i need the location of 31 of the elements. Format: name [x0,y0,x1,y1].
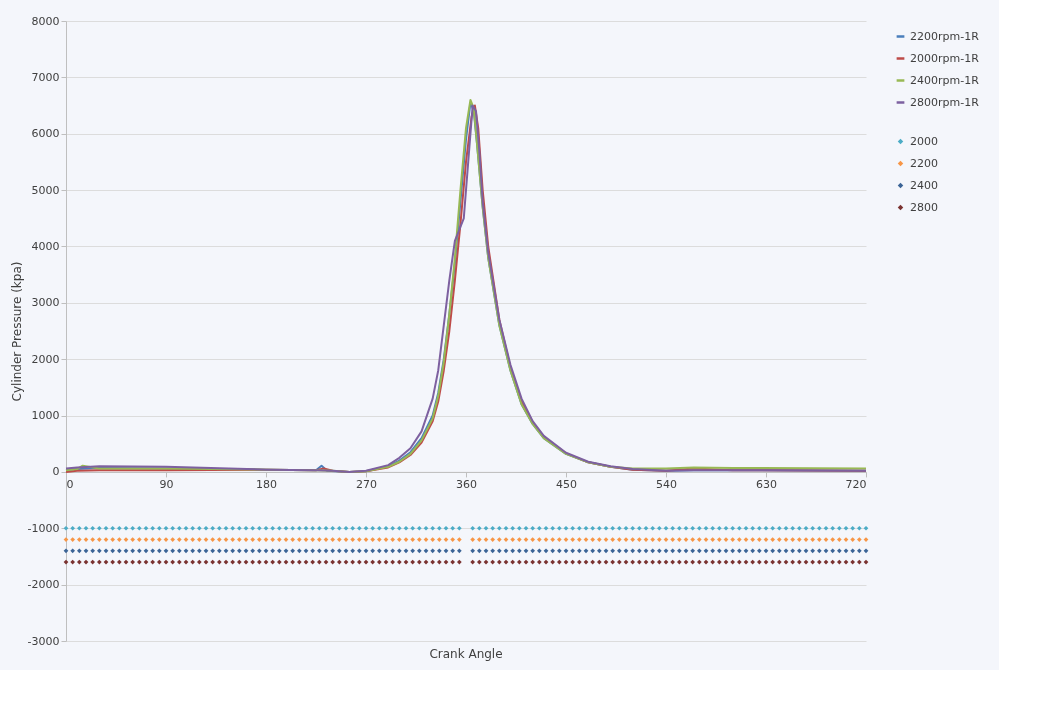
x-tick-label: 450 [556,478,577,492]
x-tick-label: 360 [456,478,477,492]
y-tick-label: 3000 [31,296,60,310]
legend-label: 2000 [910,134,938,148]
y-tick-label: 7000 [31,70,60,84]
y-tick-label: 4000 [31,239,60,253]
legend-label: 2400 [910,178,938,192]
x-tick-label: 540 [656,478,677,492]
x-tick-label: 90 [159,478,174,492]
y-axis-title: Cylinder Pressure (kpa) [9,261,24,402]
y-tick-label: 6000 [31,127,60,141]
legend-label: 2800 [910,200,938,214]
y-tick-label: 2000 [31,352,60,366]
x-axis-title: Crank Angle [429,647,503,661]
legend-label: 2000rpm-1R [910,51,980,65]
y-tick-label: -2000 [27,578,60,592]
legend-label: 2200rpm-1R [910,29,980,43]
legend-label: 2800rpm-1R [910,95,980,109]
y-tick-label: 1000 [31,409,60,423]
x-tick-label: 630 [756,478,777,492]
x-tick-label: 180 [256,478,277,492]
legend-label: 2200 [910,156,938,170]
x-tick-label: 270 [356,478,377,492]
legend-label: 2400rpm-1R [910,73,980,87]
y-tick-label: 0 [52,465,60,479]
y-tick-label: -3000 [27,634,60,648]
y-tick-label: -1000 [27,521,60,535]
y-tick-label: 5000 [31,183,60,197]
y-tick-label: 8000 [31,14,60,28]
x-tick-label: 720 [845,478,867,492]
x-tick-label: 0 [66,478,74,492]
